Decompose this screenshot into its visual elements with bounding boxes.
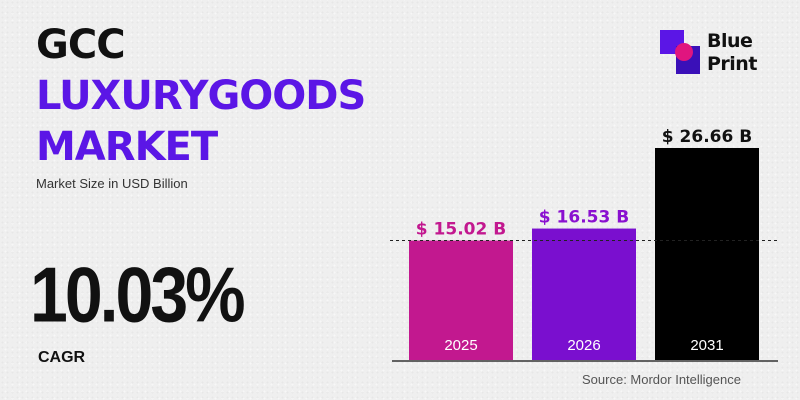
cagr-label: CAGR: [38, 349, 86, 366]
title-line-2: LUXURYGOODS: [36, 73, 366, 119]
title-line-3: MARKET: [36, 124, 218, 170]
logo-text-print: Print: [707, 53, 757, 75]
data-label-2025: $ 15.02 B: [416, 220, 506, 240]
data-label-2026: $ 16.53 B: [539, 208, 629, 228]
bar-2025: [409, 240, 513, 360]
data-label-2031: $ 26.66 B: [662, 127, 752, 147]
logo-text-blue: Blue: [707, 30, 753, 52]
chart-subtitle: Market Size in USD Billion: [36, 176, 188, 191]
logo-mark-icon: [660, 30, 700, 74]
category-label-2031: 2031: [690, 337, 723, 354]
title-line-1: GCC: [36, 22, 126, 68]
source-note: Source: Mordor Intelligence: [582, 372, 741, 387]
bar-2026: [532, 228, 636, 360]
bar-2031: [655, 148, 759, 360]
cagr-value: 10.03%: [30, 251, 246, 339]
category-label-2026: 2026: [567, 337, 600, 354]
category-label-2025: 2025: [444, 337, 477, 354]
blueprint-logo: Blue Print: [660, 30, 770, 82]
